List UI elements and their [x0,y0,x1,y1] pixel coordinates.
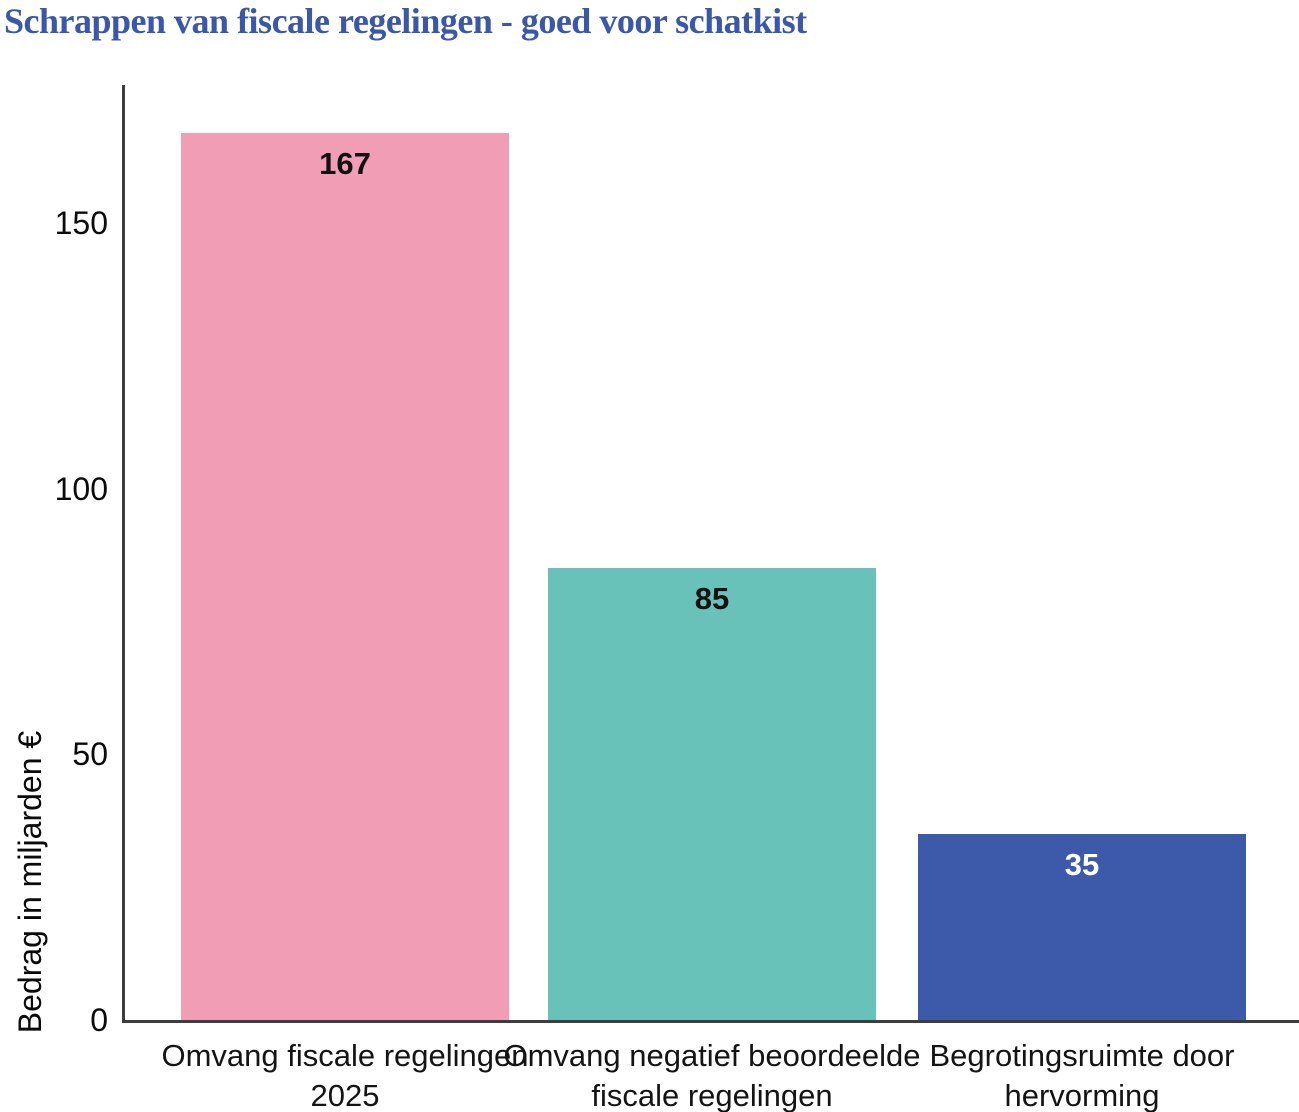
y-tick-label: 100 [54,470,108,507]
chart-title: Schrappen van fiscale regelingen - goed … [4,1,807,41]
bar-value-label: 35 [1064,847,1100,882]
y-tick-label: 150 [54,205,108,242]
y-tick-label: 0 [90,1002,108,1038]
chart-bar: 85 [548,568,876,1020]
chart-bar: 35 [918,834,1246,1020]
x-category-label: Omvang negatief beoordeelde fiscale rege… [503,1038,921,1112]
y-tick-label: 50 [72,736,108,773]
x-axis-line [122,1020,1299,1023]
bar-value-label: 167 [319,146,371,181]
x-category-label: Begrotingsruimte door hervorming [929,1038,1235,1112]
y-axis-line [122,85,125,1023]
x-category-label: Omvang fiscale regelingen 2025 [161,1038,529,1112]
chart-bar: 167 [181,133,509,1020]
bar-value-label: 85 [694,581,730,616]
